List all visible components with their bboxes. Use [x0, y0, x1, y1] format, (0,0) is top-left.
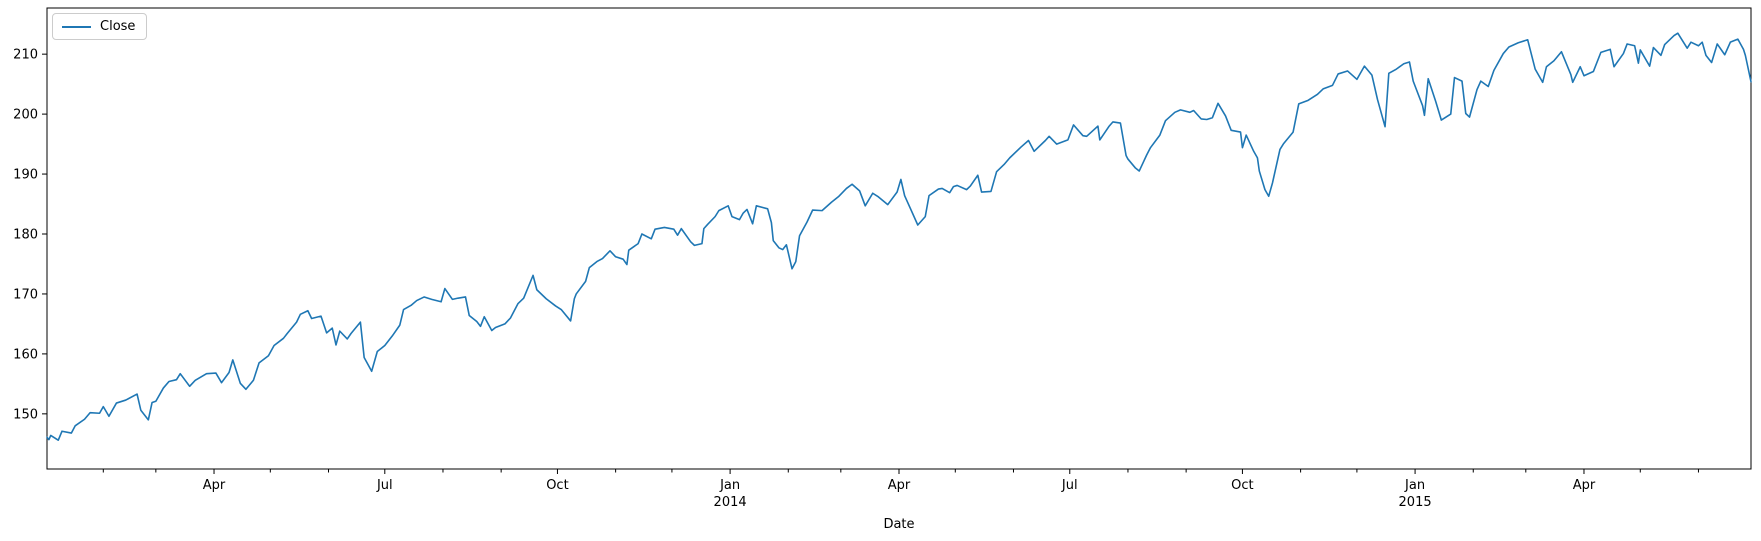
x-tick-label: Apr — [888, 478, 911, 493]
y-axis: 150 160 170 180 190 200 210 — [13, 48, 47, 422]
x-tick-label: Jul — [376, 478, 393, 493]
x-tick-label: Jan — [719, 478, 740, 493]
x-tick-year-label: 2014 — [714, 495, 747, 510]
x-tick-label: Jul — [1061, 478, 1078, 493]
x-tick-year-label: 2015 — [1399, 495, 1432, 510]
y-tick-label: 190 — [13, 168, 38, 183]
x-tick-label: Oct — [1231, 478, 1253, 493]
y-tick-label: 200 — [13, 108, 38, 123]
x-tick-label: Apr — [1573, 478, 1596, 493]
y-tick-label: 210 — [13, 48, 38, 63]
x-tick-label: Oct — [546, 478, 568, 493]
y-tick-label: 180 — [13, 228, 38, 243]
axes-box — [46, 7, 1752, 470]
x-tick-label: Apr — [203, 478, 226, 493]
y-tick-label: 150 — [13, 407, 38, 422]
y-tick-label: 170 — [13, 287, 38, 302]
legend-label: Close — [100, 19, 136, 34]
y-tick-label: 160 — [13, 347, 38, 362]
x-axis: Apr Jul Oct Jan 2014 Apr Jul Oct Jan 2015 Apr — [102, 469, 1699, 510]
close-series — [46, 32, 1752, 442]
close-line-path — [46, 32, 1752, 442]
x-axis-title: Date — [883, 517, 914, 532]
legend-line-sample-icon — [62, 25, 91, 28]
legend: Close — [52, 13, 148, 40]
x-tick-label: Jan — [1404, 478, 1425, 493]
